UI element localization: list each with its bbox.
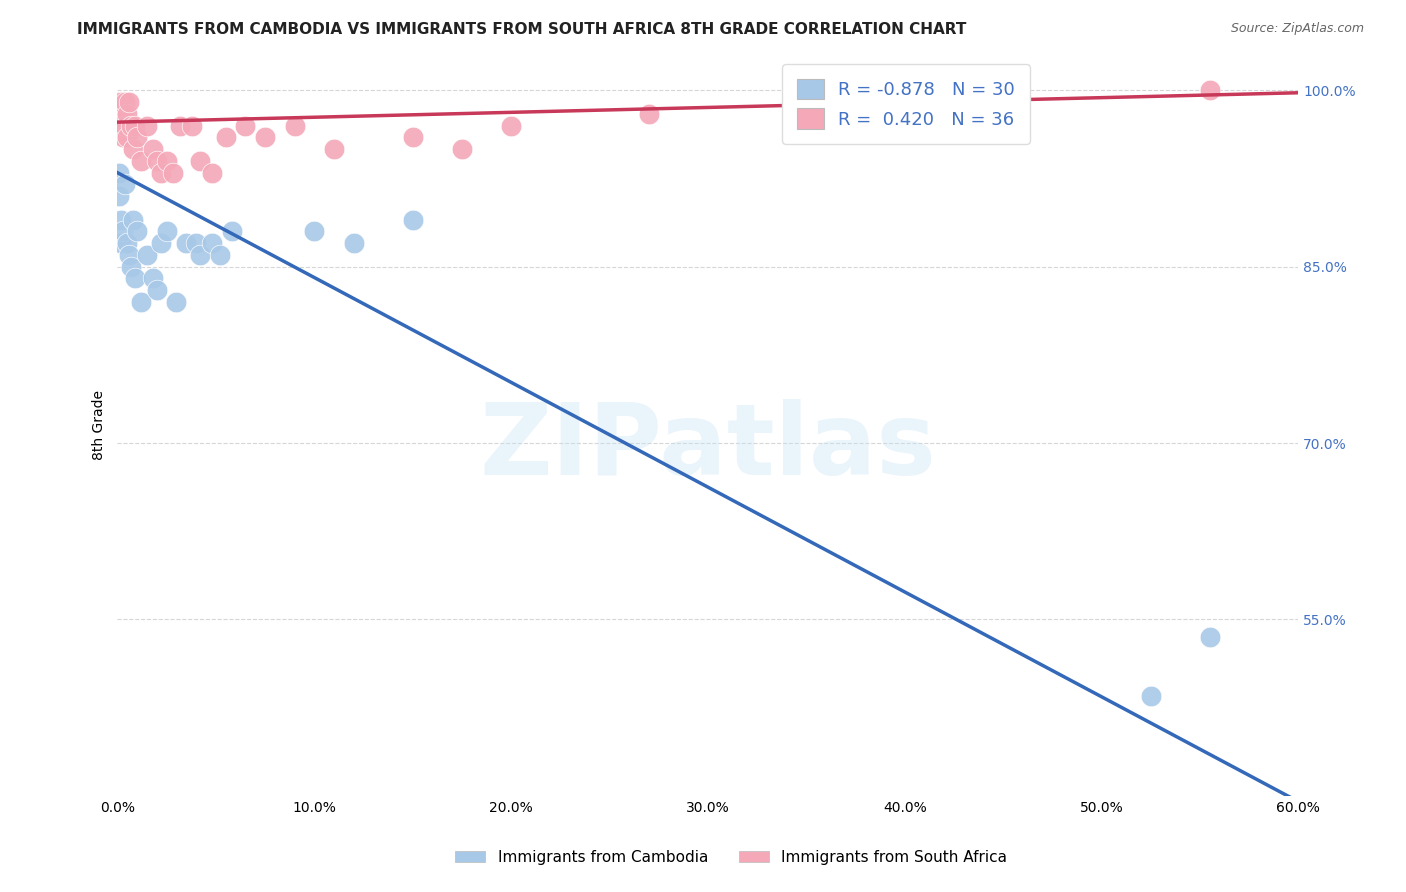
Legend: R = -0.878   N = 30, R =  0.420   N = 36: R = -0.878 N = 30, R = 0.420 N = 36 [782, 64, 1029, 144]
Point [1198, 83, 1220, 97]
Point [166, 295, 188, 310]
Point [188, 153, 211, 168]
Point [136, 248, 159, 262]
Point [122, 142, 145, 156]
Point [181, 119, 204, 133]
Point [120, 119, 142, 133]
Point [343, 236, 366, 251]
Point [112, 130, 135, 145]
Point [118, 248, 141, 262]
Point [117, 107, 139, 121]
Legend: Immigrants from Cambodia, Immigrants from South Africa: Immigrants from Cambodia, Immigrants fro… [449, 844, 1014, 871]
Point [501, 119, 523, 133]
Point [112, 224, 135, 238]
Point [323, 142, 346, 156]
Point [124, 119, 146, 133]
Point [169, 119, 191, 133]
Point [188, 248, 211, 262]
Point [146, 283, 169, 297]
Point [122, 212, 145, 227]
Point [208, 248, 231, 262]
Point [110, 236, 132, 251]
Point [1139, 689, 1161, 703]
Point [142, 271, 165, 285]
Point [127, 130, 149, 145]
Point [114, 95, 136, 110]
Point [108, 189, 131, 203]
Point [124, 271, 146, 285]
Point [110, 212, 132, 227]
Point [235, 119, 257, 133]
Point [129, 153, 152, 168]
Point [117, 130, 139, 145]
Point [254, 130, 277, 145]
Point [637, 107, 659, 121]
Point [186, 236, 208, 251]
Point [1198, 630, 1220, 644]
Point [118, 95, 141, 110]
Point [402, 212, 425, 227]
Point [221, 224, 243, 238]
Point [114, 178, 136, 192]
Point [304, 224, 326, 238]
Point [402, 130, 425, 145]
Point [110, 95, 132, 110]
Point [162, 166, 184, 180]
Point [117, 236, 139, 251]
Point [146, 153, 169, 168]
Point [114, 119, 136, 133]
Point [201, 236, 224, 251]
Point [284, 119, 307, 133]
Point [120, 260, 142, 274]
Point [149, 236, 172, 251]
Point [156, 153, 179, 168]
Text: Source: ZipAtlas.com: Source: ZipAtlas.com [1230, 22, 1364, 36]
Point [127, 224, 149, 238]
Point [108, 95, 131, 110]
Text: IMMIGRANTS FROM CAMBODIA VS IMMIGRANTS FROM SOUTH AFRICA 8TH GRADE CORRELATION C: IMMIGRANTS FROM CAMBODIA VS IMMIGRANTS F… [77, 22, 967, 37]
Text: ZIPatlas: ZIPatlas [479, 399, 936, 496]
Point [156, 224, 179, 238]
Point [136, 119, 159, 133]
Point [215, 130, 238, 145]
Point [149, 166, 172, 180]
Point [142, 142, 165, 156]
Point [176, 236, 198, 251]
Point [451, 142, 474, 156]
Point [108, 107, 131, 121]
Point [108, 166, 131, 180]
Y-axis label: 8th Grade: 8th Grade [93, 391, 107, 460]
Point [110, 119, 132, 133]
Point [201, 166, 224, 180]
Point [112, 107, 135, 121]
Point [129, 295, 152, 310]
